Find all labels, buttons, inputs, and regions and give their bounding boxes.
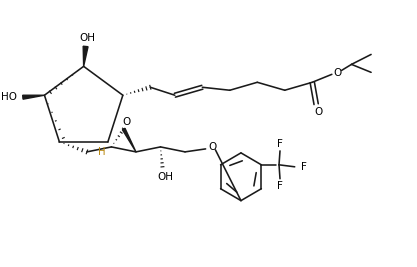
Text: H: H [98,147,106,157]
Text: OH: OH [157,172,173,182]
Text: O: O [123,117,131,127]
Text: O: O [208,142,216,152]
Text: HO: HO [1,92,17,102]
Text: O: O [334,68,342,78]
Text: F: F [277,181,283,191]
Polygon shape [83,46,88,66]
Text: O: O [314,107,322,117]
Text: F: F [301,162,306,172]
Text: OH: OH [80,33,95,44]
Polygon shape [123,128,136,152]
Text: F: F [277,139,283,149]
Polygon shape [23,95,45,99]
